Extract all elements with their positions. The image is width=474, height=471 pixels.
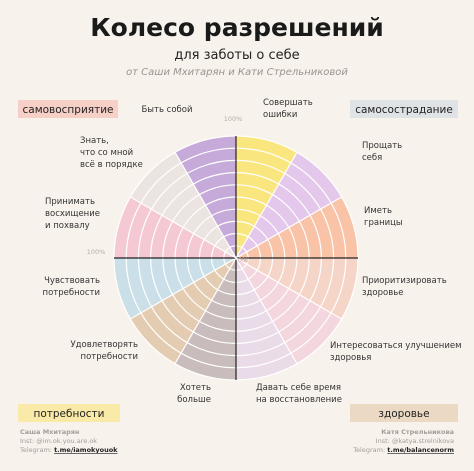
label-line: себя <box>362 153 382 163</box>
label-line: что со мной <box>80 148 133 158</box>
sector <box>236 197 358 258</box>
sector <box>236 152 342 258</box>
label-line: границы <box>364 218 403 228</box>
sector <box>175 258 236 380</box>
label-line: Интересоваться улучшением <box>330 341 462 351</box>
spoke <box>174 152 298 364</box>
sector-label: Прощать себя <box>362 141 402 163</box>
subtitle: для заботы о себе <box>174 48 299 63</box>
label-line: на восстановление <box>256 395 342 405</box>
footer-telegram: Telegram: t.me/balancenorm <box>352 446 454 454</box>
byline: от Саши Мхитарян и Кати Стрельниковой <box>126 67 348 78</box>
label-line: больше <box>177 395 211 405</box>
sector-label: Чувствовать потребности <box>43 276 100 298</box>
telegram-link[interactable]: t.me/iamokyouok <box>54 446 118 454</box>
label-line: потребности <box>81 352 138 362</box>
label-line: здоровья <box>330 353 371 363</box>
footer-inst: Inst: @im.ok.you.are.ok <box>20 437 97 445</box>
sector <box>236 258 342 364</box>
label-line: Быть собой <box>141 105 192 115</box>
sector-label: Приоритизировать здоровье <box>362 276 447 298</box>
telegram-label: Telegram: <box>19 446 52 454</box>
footer-name: Саша Мхитарян <box>20 428 79 436</box>
sector <box>236 258 297 380</box>
telegram-link[interactable]: t.me/balancenorm <box>387 446 454 454</box>
tag-box <box>18 100 118 118</box>
tag-box <box>18 404 120 422</box>
label-line: Иметь <box>364 206 392 216</box>
label-line: Прощать <box>362 141 402 151</box>
label-line: Давать себе время <box>256 383 341 393</box>
sector <box>236 136 297 258</box>
sector-label: Знать, что со мной всё в порядке <box>80 136 143 170</box>
label-line: Удовлетворять <box>70 340 138 350</box>
sector <box>130 152 236 258</box>
sector-label: Иметь границы <box>364 206 403 228</box>
scale-label: 100% <box>87 248 106 256</box>
footer-name: Катя Стрельникова <box>381 428 454 436</box>
sector <box>175 136 236 258</box>
label-line: потребности <box>43 288 100 298</box>
sector-label: Принимать восхищение и похвалу <box>45 197 100 231</box>
sector-label: Быть собой <box>141 105 192 115</box>
scale-label: 100% <box>224 115 243 123</box>
label-line: Хотеть <box>180 383 211 393</box>
sector-label: Интересоваться улучшением здоровья <box>330 341 462 363</box>
footer-telegram: Telegram: t.me/iamokyouok <box>19 446 118 454</box>
label-line: Приоритизировать <box>362 276 447 286</box>
label-line: Чувствовать <box>44 276 100 286</box>
tag: самосострадание <box>355 104 453 116</box>
sector <box>114 258 236 319</box>
label-line: ошибки <box>263 110 297 120</box>
label-line: и похвалу <box>45 221 90 231</box>
wheel <box>113 135 359 381</box>
tag: потребности <box>33 408 104 420</box>
label-line: здоровье <box>362 288 403 298</box>
label-line: Знать, <box>80 136 109 146</box>
sector <box>130 258 236 364</box>
label-line: Совершать <box>263 98 313 108</box>
tag-box <box>350 404 458 422</box>
scale-label: 0% <box>238 256 248 264</box>
sector-label: Давать себе время на восстановление <box>256 383 342 405</box>
sector <box>114 197 236 258</box>
sector <box>236 258 358 319</box>
telegram-label: Telegram: <box>352 446 385 454</box>
tag: здоровье <box>378 408 429 420</box>
label-line: всё в порядке <box>80 160 143 170</box>
sector-label: Удовлетворять потребности <box>70 340 138 362</box>
tag-box <box>350 100 458 118</box>
title: Колесо разрешений <box>90 13 384 42</box>
label-line: восхищение <box>45 209 100 219</box>
tag: самовосприятие <box>22 104 113 116</box>
footer-inst: Inst: @katya.strelnikova <box>376 437 454 445</box>
sector-label: Совершать ошибки <box>263 98 313 120</box>
sector-label: Хотеть больше <box>177 383 211 405</box>
label-line: Принимать <box>45 197 95 207</box>
